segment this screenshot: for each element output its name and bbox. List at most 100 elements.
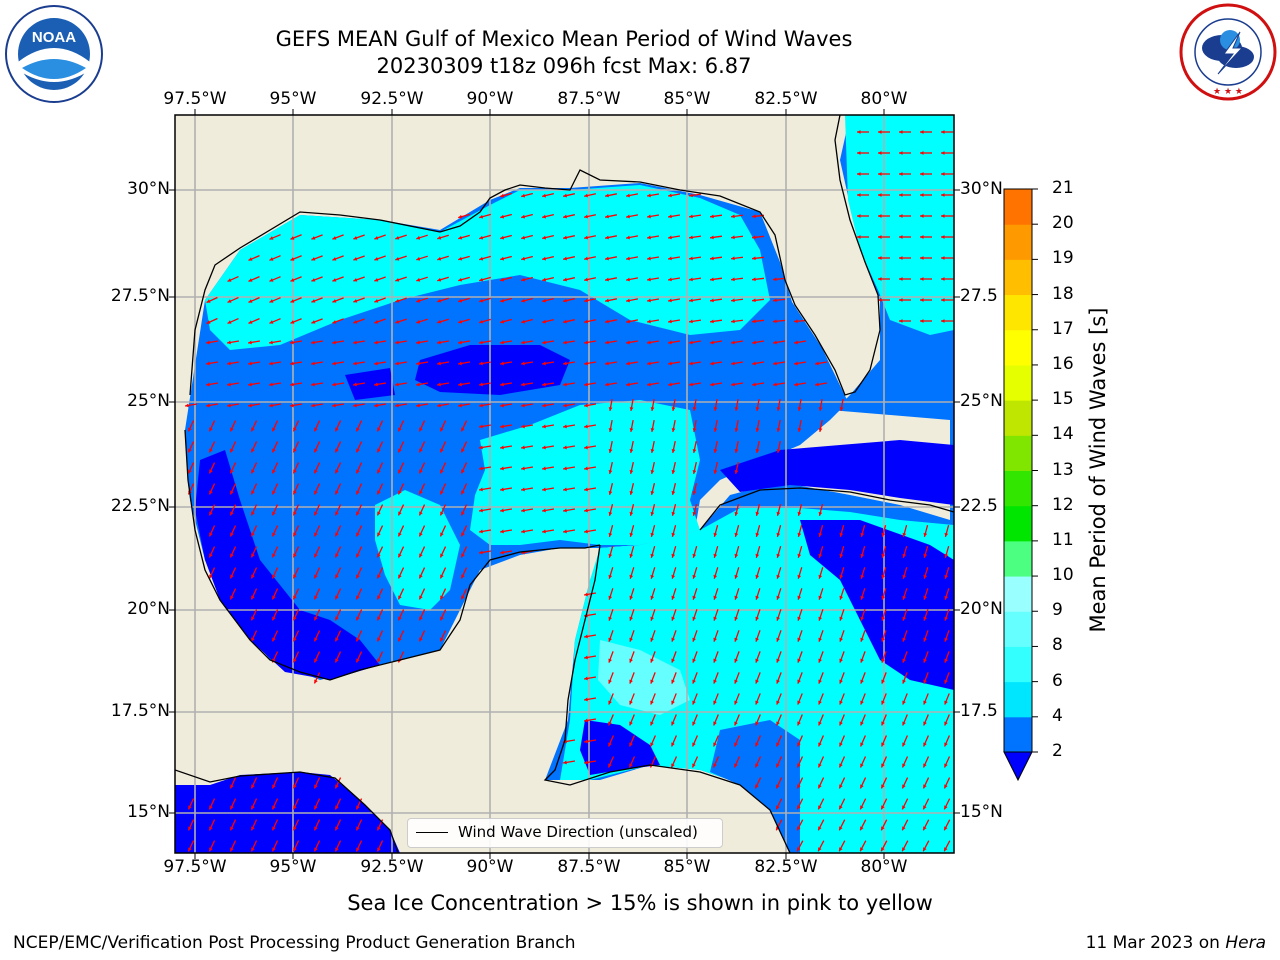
- wave-direction-arrow: [797, 546, 803, 558]
- wave-direction-arrow: [583, 403, 597, 408]
- wave-direction-arrow: [437, 318, 449, 324]
- wave-direction-arrow: [439, 441, 447, 453]
- wave-direction-arrow: [941, 214, 953, 218]
- wave-direction-arrow: [208, 462, 216, 474]
- wave-direction-arrow: [692, 419, 697, 433]
- wave-direction-arrow: [355, 441, 363, 453]
- wave-direction-arrow: [418, 441, 426, 453]
- wave-direction-arrow: [439, 567, 447, 579]
- wave-direction-arrow: [313, 441, 321, 453]
- wave-direction-arrow: [839, 672, 845, 684]
- wave-direction-arrow: [755, 714, 761, 726]
- wave-direction-arrow: [923, 588, 929, 600]
- wave-direction-arrow: [416, 276, 428, 282]
- wave-direction-arrow: [290, 297, 302, 303]
- wave-direction-arrow: [730, 277, 744, 282]
- wave-direction-arrow: [796, 777, 804, 789]
- wave-direction-arrow: [839, 546, 845, 558]
- wave-direction-arrow: [692, 546, 698, 558]
- wave-direction-arrow: [352, 382, 366, 387]
- wave-direction-arrow: [751, 256, 765, 261]
- wave-direction-arrow: [311, 255, 323, 261]
- wave-direction-arrow: [923, 693, 929, 705]
- wave-direction-arrow: [460, 462, 468, 474]
- wave-direction-arrow: [920, 277, 932, 281]
- wave-direction-arrow: [671, 714, 677, 726]
- wave-direction-arrow: [839, 567, 845, 579]
- wave-direction-arrow: [310, 361, 324, 366]
- wave-direction-arrow: [923, 714, 929, 726]
- wave-direction-arrow: [542, 213, 554, 219]
- wave-direction-arrow: [734, 398, 739, 412]
- wave-direction-arrow: [650, 693, 656, 705]
- wave-direction-arrow: [797, 504, 803, 516]
- wave-direction-arrow: [775, 735, 783, 747]
- wave-direction-arrow: [899, 298, 911, 302]
- wave-direction-arrow: [709, 277, 723, 282]
- wave-direction-arrow: [734, 419, 739, 433]
- wave-direction-arrow: [839, 398, 844, 412]
- wave-direction-arrow: [247, 361, 261, 366]
- wave-direction-arrow: [667, 319, 681, 324]
- wave-direction-arrow: [313, 630, 321, 642]
- wave-direction-arrow: [418, 630, 426, 642]
- wave-direction-arrow: [775, 798, 783, 810]
- wave-direction-arrow: [899, 151, 911, 155]
- wave-direction-arrow: [229, 441, 237, 453]
- colorbar-tick-label: 11: [1052, 529, 1074, 550]
- wave-direction-arrow: [313, 567, 321, 579]
- wave-direction-arrow: [776, 693, 782, 705]
- wave-direction-arrow: [857, 235, 869, 239]
- wave-direction-arrow: [713, 672, 719, 684]
- wave-direction-arrow: [521, 192, 533, 198]
- wave-direction-arrow: [734, 672, 740, 684]
- wave-direction-arrow: [625, 340, 639, 345]
- wave-direction-arrow: [860, 546, 866, 558]
- wave-direction-arrow: [418, 462, 426, 474]
- wave-direction-arrow: [271, 588, 279, 600]
- wave-direction-arrow: [880, 756, 888, 768]
- colorbar: [1003, 188, 1038, 782]
- wave-direction-arrow: [583, 592, 597, 597]
- wave-direction-arrow: [751, 361, 765, 366]
- colorbar-band: [1004, 259, 1032, 296]
- wave-direction-arrow: [755, 419, 760, 433]
- wave-direction-arrow: [944, 693, 950, 705]
- wave-direction-arrow: [650, 398, 655, 412]
- wave-direction-arrow: [797, 651, 803, 663]
- wave-direction-arrow: [355, 588, 363, 600]
- wave-direction-arrow: [292, 777, 300, 789]
- wave-direction-arrow: [751, 298, 765, 303]
- wave-direction-arrow: [713, 651, 719, 663]
- wave-period-zone: [375, 490, 460, 610]
- wave-direction-arrow: [734, 546, 740, 558]
- wave-direction-arrow: [562, 382, 576, 387]
- wave-direction-arrow: [796, 840, 804, 852]
- colorbar-tick-label: 17: [1052, 318, 1074, 339]
- wave-direction-arrow: [713, 419, 718, 433]
- wave-direction-arrow: [692, 440, 697, 454]
- colorbar-band: [1004, 646, 1032, 683]
- lon-tick-label-top: 97.5°W: [163, 89, 227, 109]
- lon-tick-label-top: 80°W: [860, 89, 908, 109]
- wave-direction-arrow: [604, 319, 618, 324]
- wave-direction-arrow: [860, 609, 866, 621]
- coastline: [189, 115, 881, 396]
- wave-direction-arrow: [902, 567, 908, 579]
- wave-direction-arrow: [250, 462, 258, 474]
- wave-direction-arrow: [692, 630, 698, 642]
- wave-direction-arrow: [688, 298, 702, 303]
- wave-direction-arrow: [899, 130, 911, 134]
- wave-direction-arrow: [604, 256, 618, 261]
- wave-direction-arrow: [500, 192, 512, 198]
- wave-direction-arrow: [667, 298, 681, 303]
- wave-direction-arrow: [941, 193, 953, 197]
- wave-direction-arrow: [818, 588, 824, 600]
- wave-direction-arrow: [772, 361, 786, 366]
- wave-direction-arrow: [208, 525, 216, 537]
- wave-direction-arrow: [562, 466, 576, 471]
- wave-direction-arrow: [478, 403, 492, 408]
- wave-direction-arrow: [923, 546, 929, 558]
- wave-direction-arrow: [776, 588, 782, 600]
- wave-direction-arrow: [583, 277, 597, 282]
